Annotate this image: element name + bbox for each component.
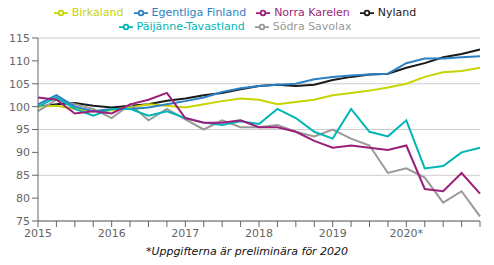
svg-text:2016: 2016 [98, 227, 126, 240]
html-text:*Uppgifterna är preliminära fö: *Uppgifterna är preliminära för 2020 [145, 245, 349, 258]
svg-text:2019: 2019 [319, 227, 347, 240]
html-text:Södra Savolax: Södra Savolax [272, 20, 352, 33]
html-text:Norra Karelen: Norra Karelen [274, 6, 350, 19]
html-text:Egentliga Finland: Egentliga Finland [151, 6, 247, 19]
svg-text:2020*: 2020* [390, 227, 424, 240]
svg-text:2017: 2017 [171, 227, 199, 240]
svg-text:75: 75 [16, 215, 30, 228]
svg-text:2018: 2018 [245, 227, 273, 240]
svg-text:90: 90 [16, 146, 30, 159]
html-text:Nyland: Nyland [377, 6, 417, 19]
svg-text:85: 85 [16, 169, 30, 182]
html-text:Birkaland: Birkaland [71, 6, 124, 19]
svg-text:100: 100 [9, 101, 30, 114]
svg-text:2015: 2015 [24, 227, 52, 240]
svg-text:115: 115 [9, 32, 30, 45]
svg-text:105: 105 [9, 78, 30, 91]
svg-text:80: 80 [16, 192, 30, 205]
svg-text:110: 110 [9, 55, 30, 68]
html-text:Päijänne-Tavastland: Päijänne-Tavastland [136, 20, 245, 33]
svg-text:95: 95 [16, 123, 30, 136]
